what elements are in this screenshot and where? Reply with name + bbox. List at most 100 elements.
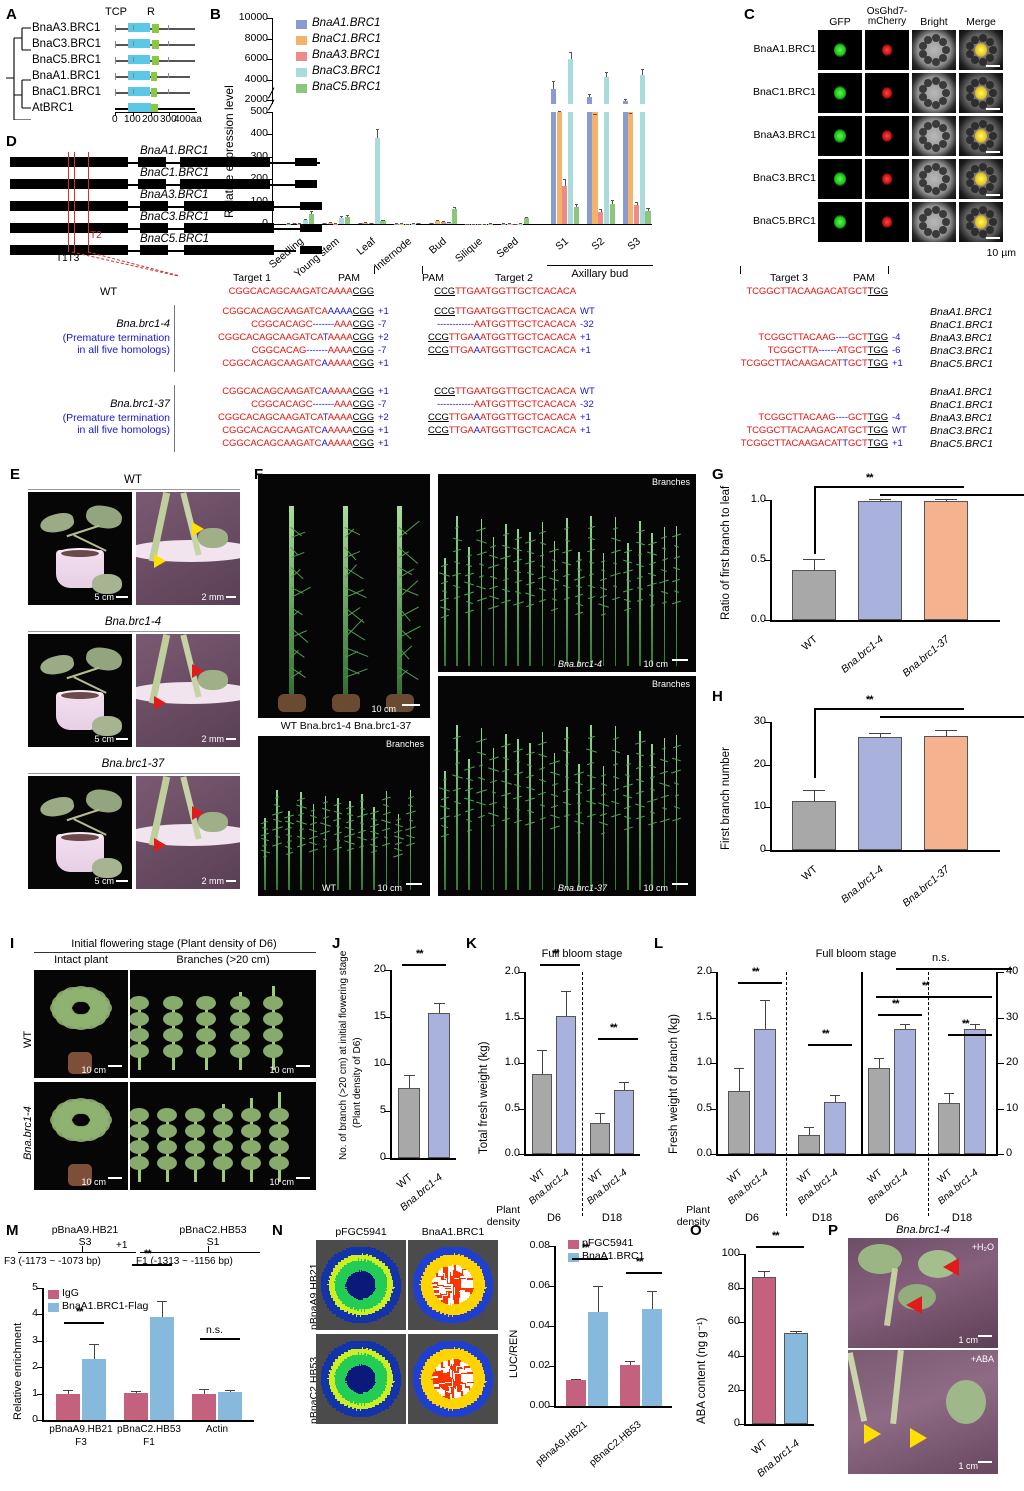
g-sig-vert-left	[814, 486, 816, 554]
b-errcap-upper-9-1	[629, 113, 632, 114]
axis-tick-a-0: 0	[112, 114, 118, 125]
gene-label-2: BnaC5.BRC1	[32, 54, 101, 66]
k-bar-1-1	[614, 1090, 634, 1154]
d-gene-right-0-3: BnaC3.BRC1	[930, 345, 993, 357]
n-yticklabel-3: 0.06	[512, 1279, 550, 1291]
k-yaxis	[524, 972, 526, 1154]
i-photo-intact-0: 10 cm	[34, 970, 128, 1078]
l-yticklabel-right-1: 10	[1006, 1102, 1024, 1114]
d-seq-1-1-t2: ------------AATGGTTGCTCACACA	[0, 399, 576, 410]
b-errcap-upper-8-3	[605, 72, 608, 73]
d-exon-1-3	[295, 180, 317, 188]
panel-k-chart: Full bloom stage 0.0 0.5 1.0 1.5 2.0 Total fre…	[462, 928, 652, 1198]
c-col-bright: Bright	[912, 16, 956, 28]
l-yaxis-left	[716, 972, 718, 1154]
l-errcap-1-1	[830, 1095, 840, 1096]
d-gene-right-1-4: BnaC5.BRC1	[930, 438, 993, 450]
l-errcap-0-0	[734, 1068, 744, 1069]
panel-p-photos: Bna.brc1-4 +H₂O 1 cm +ABA 1 cm	[824, 1216, 1024, 1491]
n-errcap-0-1	[593, 1286, 603, 1287]
m-bar-1-1	[150, 1317, 174, 1420]
d-exon-4-3	[300, 246, 322, 254]
c-cell-1-1	[865, 73, 909, 113]
panelG-root-yaxis	[770, 500, 772, 620]
m-sublabel-0: F3	[44, 1437, 118, 1448]
n-sig-line-0	[572, 1258, 608, 1260]
d-genemodel-label-0: BnaA1.BRC1	[140, 145, 208, 157]
l-errbar-3-0	[949, 1093, 950, 1103]
i-row-label-1: Bna.brc1-4	[22, 1106, 34, 1160]
l-yticklabel-right-4: 40	[1006, 965, 1024, 977]
n-errcap-1-0	[625, 1361, 635, 1362]
d-gene-right-0-4: BnaC5.BRC1	[930, 358, 993, 370]
k-group-divider	[582, 972, 583, 1216]
d-genemodel-label-4: BnaC5.BRC1	[140, 233, 209, 245]
k-errbar-1-1	[624, 1082, 625, 1090]
panelJ-root-yaxis	[390, 970, 392, 1158]
f-photo-topright: Branches Bna.brc1-4 10 cm	[438, 474, 696, 672]
gene-label-5: AtBRC1	[32, 102, 74, 114]
d-gene-right-1-0: BnaA1.BRC1	[930, 386, 992, 398]
d-header-target1: Target 1	[233, 272, 271, 284]
m-ylabel: Relative enrichment	[12, 1323, 24, 1420]
k-significance-1: **	[610, 1022, 617, 1034]
n-xaxis	[554, 1406, 672, 1408]
n-bar-1-0	[620, 1365, 640, 1406]
b-errcap-upper-8-0	[588, 94, 591, 95]
m-legend-swatch-1	[48, 1303, 59, 1312]
b-ticklabel-upper-6000: 6000	[226, 52, 268, 64]
k-ylabel: Total fresh weight (kg)	[478, 1042, 490, 1155]
b-ticklabel-upper-8000: 8000	[226, 32, 268, 44]
k-yticklabel-3: 1.5	[482, 1011, 520, 1023]
panel-f-photos: 10 cm WT Bna.brc1-4 Bna.brc1-37 Branches WT…	[250, 460, 705, 900]
p-title: Bna.brc1-4	[848, 1224, 998, 1236]
panel-d-genemodels: BnaA1.BRC1 BnaC1.BRC1 BnaA3.BRC1 BnaC3.BRC1…	[0, 130, 1024, 460]
c-cell-0-0	[818, 30, 862, 70]
panelG-root-ylabel: Ratio of first branch to leaf	[720, 486, 732, 620]
i-photo-intact-1: 10 cm	[34, 1082, 128, 1190]
n-image-1-0	[316, 1334, 406, 1424]
panel-l-chart: Full bloom stage 0.0 0.5 1.0 1.5 2.0 0 10 20 30 40…	[650, 928, 1024, 1198]
panelH-root-xlabel-2: Bna.brc1-37	[895, 863, 952, 913]
b-errbar-upper-7-3	[571, 52, 572, 59]
b-ticklabel-upper-10000: 10000	[226, 11, 268, 23]
i-header-rule	[34, 952, 316, 953]
k-errcap-1-1	[619, 1082, 629, 1083]
d-target-line-t2	[88, 152, 89, 252]
i-row-label-0: WT	[22, 1031, 34, 1048]
d-gene-right-1-2: BnaA3.BRC1	[930, 412, 992, 424]
n-xlabel-0: pBnaA9.HB21	[532, 1419, 590, 1470]
d-exon-0-1	[138, 157, 166, 167]
m-errcap-0-0	[63, 1390, 73, 1391]
d-header-pam2: PAM	[422, 272, 444, 284]
n-ylabel: LUC/REN	[508, 1330, 520, 1378]
k-significance-0: **	[552, 948, 559, 960]
k-bar-0-0	[532, 1074, 552, 1154]
d-indel-0-4-t3: +1	[892, 358, 903, 369]
axis-tick-a-4: 400aa	[174, 114, 202, 125]
d-exon-2-2	[184, 201, 274, 211]
m-tss: +1	[116, 1240, 127, 1251]
axis-tick-a-1: 100	[124, 114, 141, 125]
m-significance-1: **	[144, 1248, 151, 1260]
e-group-title-1: Bna.brc1-4	[28, 616, 238, 628]
m-yticklabel-4: 4	[16, 1307, 38, 1319]
m-errcap-1-0	[131, 1391, 141, 1392]
b-errcap-upper-8-1	[593, 114, 596, 115]
panelG-root-xlabel-2: Bna.brc1-37	[895, 633, 952, 683]
l-yticklabel-right-3: 30	[1006, 1011, 1024, 1023]
b-legend-label-0: BnaA1.BRC1	[312, 17, 380, 29]
k-errcap-0-1	[561, 991, 571, 992]
c-cell-1-0	[818, 73, 862, 113]
panelG-root-bar-0	[792, 570, 836, 620]
c-col-mcherry-2: mCherry	[865, 16, 909, 27]
panelH-root-bar-0	[792, 801, 836, 850]
m-yaxis	[42, 1288, 44, 1420]
m-errcap-1-1	[157, 1301, 167, 1302]
l-errcap-0-1	[760, 1000, 770, 1001]
d-seq-1-0-t2: CCGTTGAATGGTTGCTCACACA	[0, 386, 576, 397]
g-sig-line	[814, 486, 964, 488]
l-errbar-1-0	[809, 1127, 810, 1135]
m-errbar-1-1	[162, 1301, 163, 1317]
panelO-root-yticklabel-5: 100	[698, 1247, 740, 1259]
